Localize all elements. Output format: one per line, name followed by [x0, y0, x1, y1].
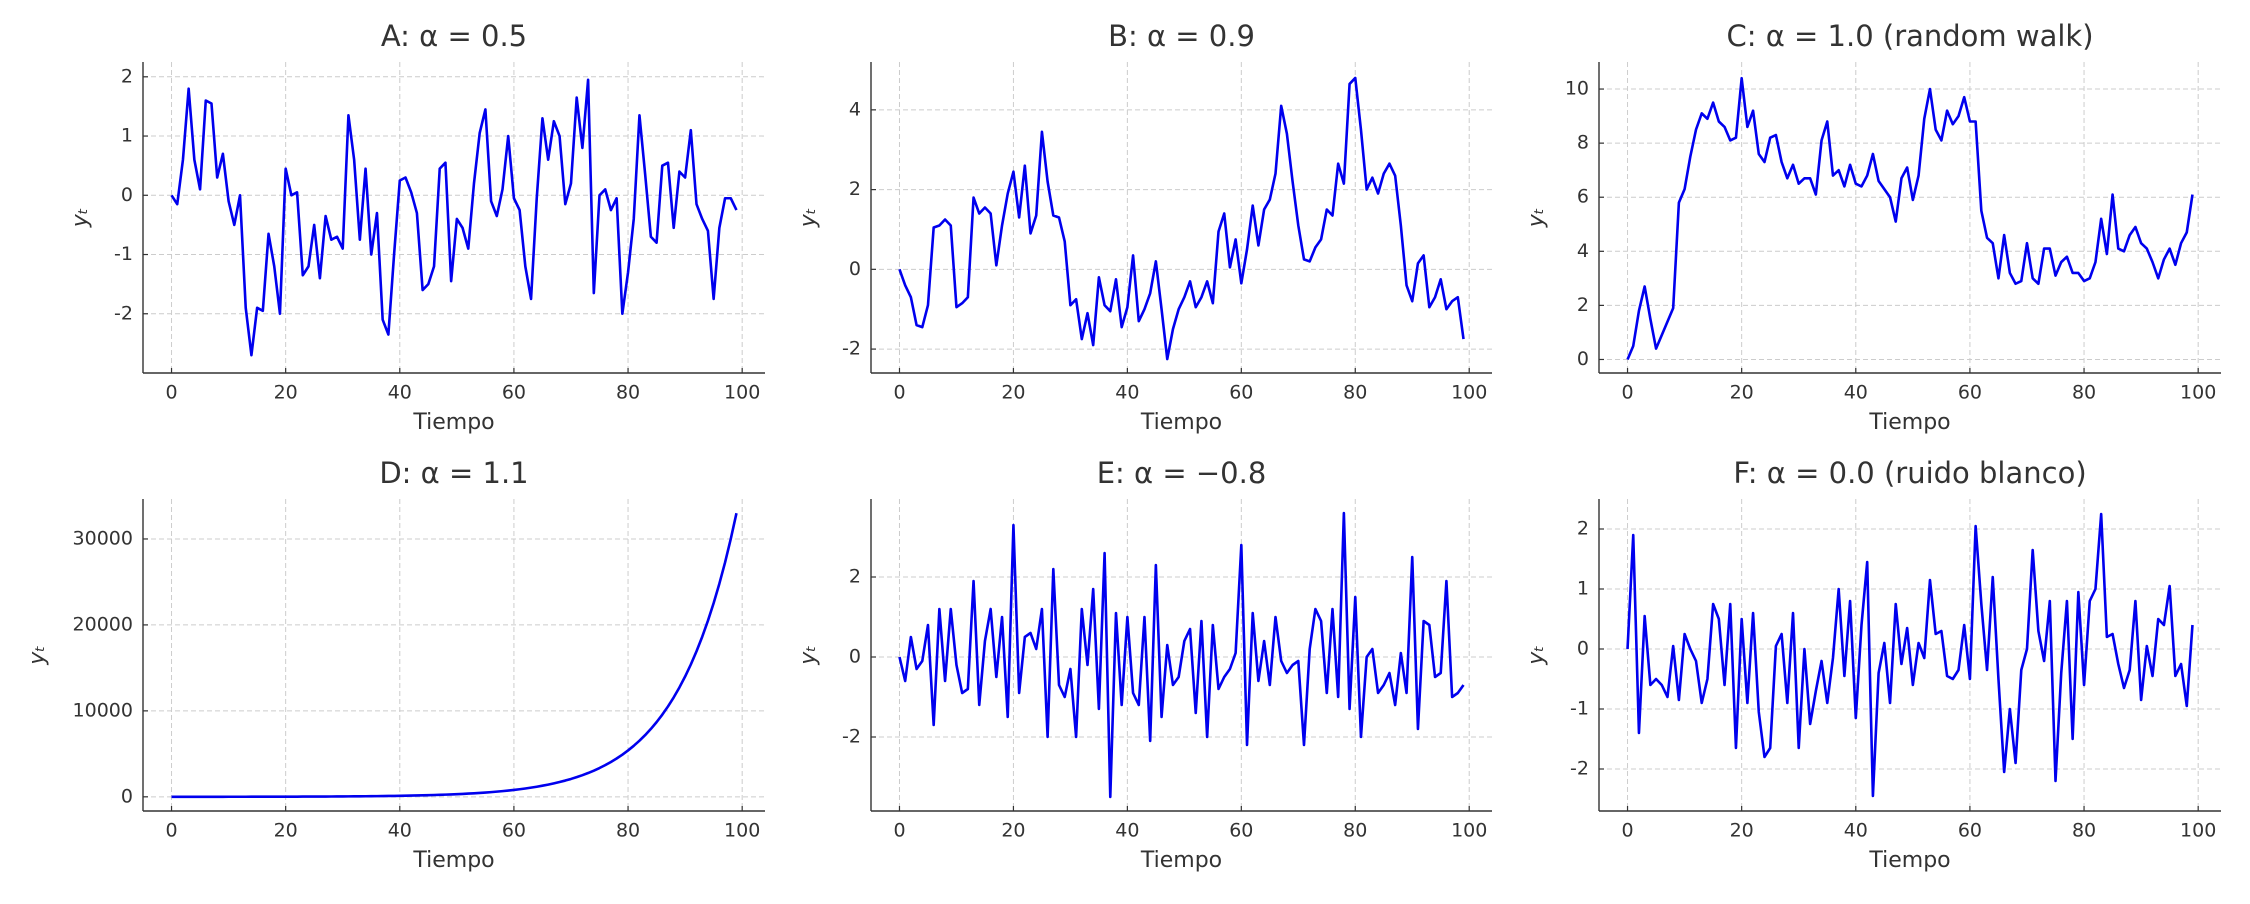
x-tick-label: 0 [165, 382, 177, 404]
x-axis-label: Tiempo [1868, 410, 1950, 435]
series-line [171, 512, 738, 799]
x-tick-label: 40 [1115, 382, 1139, 404]
y-tick-label: 30000 [73, 527, 133, 549]
y-tick-label: 1 [121, 125, 133, 147]
x-tick-label: 60 [1229, 820, 1253, 842]
x-tick-label: 20 [1001, 382, 1025, 404]
y-tick-label: 2 [849, 566, 861, 588]
x-tick-label: 100 [724, 382, 760, 404]
y-tick-label: 0 [1577, 348, 1589, 370]
series-line [898, 511, 1465, 799]
y-tick-label: -2 [842, 726, 861, 748]
x-tick-label: 60 [502, 382, 526, 404]
x-axis-label: Tiempo [412, 848, 494, 873]
y-axis-label: yₜ [1524, 208, 1549, 229]
x-tick-label: 0 [165, 820, 177, 842]
y-tick-label: 4 [849, 98, 861, 120]
x-tick-label: 40 [388, 382, 412, 404]
y-tick-label: 0 [849, 258, 861, 280]
y-tick-label: 6 [1577, 186, 1589, 208]
y-axis-label: yₜ [68, 208, 93, 229]
y-tick-label: 0 [121, 785, 133, 807]
x-tick-label: 0 [893, 820, 905, 842]
y-tick-label: 2 [849, 178, 861, 200]
x-tick-label: 80 [1343, 382, 1367, 404]
x-tick-label: 20 [1730, 820, 1754, 842]
x-tick-label: 0 [893, 382, 905, 404]
x-tick-label: 100 [724, 820, 760, 842]
chart-title: A: α = 0.5 [381, 19, 527, 53]
x-tick-label: 60 [1958, 382, 1982, 404]
x-tick-label: 20 [274, 820, 298, 842]
x-tick-label: 0 [1621, 820, 1633, 842]
y-tick-label: 4 [1577, 240, 1589, 262]
x-tick-label: 40 [388, 820, 412, 842]
x-tick-label: 80 [616, 382, 640, 404]
x-tick-label: 100 [1451, 382, 1487, 404]
y-tick-label: 20000 [73, 613, 133, 635]
x-tick-label: 100 [2180, 820, 2216, 842]
x-tick-label: 20 [1001, 820, 1025, 842]
y-tick-label: -2 [1570, 758, 1589, 780]
x-tick-label: 40 [1844, 382, 1868, 404]
x-tick-label: 60 [502, 820, 526, 842]
x-axis-label: Tiempo [412, 410, 494, 435]
y-tick-label: 1 [1577, 578, 1589, 600]
x-tick-label: 80 [1343, 820, 1367, 842]
x-tick-label: 0 [1621, 382, 1633, 404]
y-tick-label: 0 [1577, 638, 1589, 660]
y-tick-label: -2 [114, 302, 133, 324]
y-tick-label: 2 [121, 65, 133, 87]
series-line [170, 78, 738, 357]
series-line [1626, 512, 2194, 798]
y-tick-label: -2 [842, 338, 861, 360]
y-axis-label: yₜ [25, 645, 50, 666]
y-tick-label: -1 [1570, 698, 1589, 720]
x-tick-label: 20 [274, 382, 298, 404]
y-axis-label: yₜ [796, 645, 821, 666]
chart-title: E: α = −0.8 [1097, 456, 1267, 490]
y-tick-label: 10 [1565, 78, 1589, 100]
y-tick-label: 2 [1577, 294, 1589, 316]
y-tick-label: 0 [849, 646, 861, 668]
y-tick-label: -1 [114, 243, 133, 265]
x-tick-label: 60 [1229, 382, 1253, 404]
x-tick-label: 40 [1115, 820, 1139, 842]
x-tick-label: 80 [2072, 820, 2096, 842]
x-axis-label: Tiempo [1140, 848, 1222, 873]
y-axis-label: yₜ [1524, 645, 1549, 666]
x-tick-label: 100 [1451, 820, 1487, 842]
series-line [1626, 76, 2194, 360]
y-tick-label: 8 [1577, 132, 1589, 154]
y-tick-label: 10000 [73, 699, 133, 721]
chart-title: B: α = 0.9 [1108, 19, 1255, 53]
x-tick-label: 80 [2072, 382, 2096, 404]
chart-title: D: α = 1.1 [379, 456, 528, 490]
y-axis-label: yₜ [796, 208, 821, 229]
x-tick-label: 80 [616, 820, 640, 842]
x-tick-label: 40 [1844, 820, 1868, 842]
y-tick-label: 0 [121, 184, 133, 206]
x-tick-label: 100 [2180, 382, 2216, 404]
y-tick-label: 2 [1577, 518, 1589, 540]
x-axis-label: Tiempo [1140, 410, 1222, 435]
chart-title: F: α = 0.0 (ruido blanco) [1733, 456, 2086, 490]
x-tick-label: 60 [1958, 820, 1982, 842]
chart-title: C: α = 1.0 (random walk) [1726, 19, 2093, 53]
x-axis-label: Tiempo [1868, 848, 1950, 873]
x-tick-label: 20 [1730, 382, 1754, 404]
series-line [898, 76, 1465, 361]
